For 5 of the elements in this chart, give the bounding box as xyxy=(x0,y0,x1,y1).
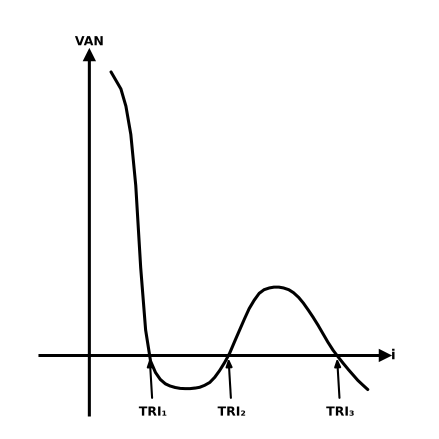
x-axis-title: i xyxy=(392,348,395,360)
text: TRI₃ xyxy=(326,406,354,416)
text: TRI₂ xyxy=(218,406,246,416)
text: TRI₁ xyxy=(138,406,166,416)
y-axis-title: VAN xyxy=(74,36,103,46)
